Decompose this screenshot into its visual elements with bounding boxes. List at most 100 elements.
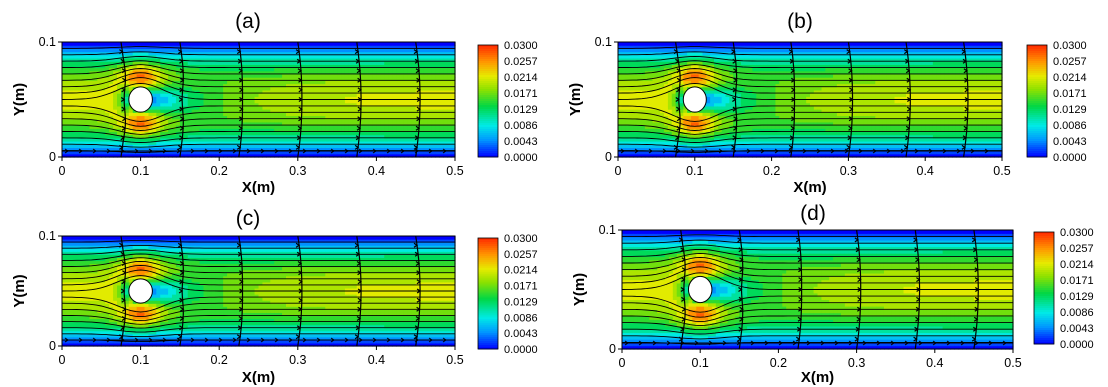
profile-arrow: [732, 106, 737, 112]
profile-arrow: [915, 316, 920, 322]
wall-arrow: [722, 340, 727, 346]
x-axis-label: X(m): [242, 369, 275, 386]
colorbar-tick-label: 0.0086: [504, 120, 538, 132]
profile-arrow: [357, 77, 362, 83]
colorbar-tick-label: 0.0129: [504, 296, 538, 308]
profile-arrow: [298, 279, 303, 285]
y-tick-label: 0: [609, 342, 616, 356]
profile-arrow: [119, 242, 124, 248]
streamline: [62, 239, 455, 243]
profile-arrow: [673, 144, 679, 150]
profile-arrow: [973, 316, 979, 322]
colorbar-tick-label: 0.0171: [504, 281, 538, 293]
profile-arrow: [856, 267, 862, 273]
streamline: [622, 248, 1013, 257]
profile-arrow: [796, 326, 802, 332]
colorbar-tick-label: 0.0300: [504, 40, 538, 52]
panel-title: (d): [800, 202, 826, 225]
profile-arrow: [961, 49, 966, 55]
colorbar-tick-label: 0.0086: [1053, 120, 1087, 132]
x-tick-label: 0.4: [368, 164, 385, 178]
profile-arrow: [855, 247, 861, 253]
streamline: [617, 82, 1002, 100]
plot-frame: [617, 41, 1003, 158]
profile-arrow: [355, 135, 361, 141]
y-tick-label: 0: [49, 150, 56, 164]
profile-arrow: [788, 49, 794, 55]
wall-arrow: [746, 148, 751, 154]
wall-arrow: [662, 148, 667, 154]
colorbar-tick-label: 0.0214: [1060, 259, 1094, 271]
wall-arrow: [246, 337, 251, 343]
wall-arrow: [78, 148, 83, 154]
streamline: [62, 60, 455, 69]
wall-arrow: [288, 337, 293, 343]
streamline: [622, 261, 1013, 277]
streamline: [622, 302, 1013, 318]
profile-arrow: [856, 316, 861, 322]
velocity-profiles: [119, 41, 422, 158]
x-tick-label: 0.3: [848, 356, 865, 370]
wall-arrow: [106, 337, 111, 343]
wall-arrow: [176, 148, 181, 154]
wall-arrow: [302, 148, 307, 154]
profile-arrow: [121, 279, 126, 285]
profile-arrow: [963, 68, 968, 74]
wall-arrow: [806, 340, 811, 346]
profile-arrow: [121, 297, 126, 303]
colorbar-tick-label: 0.0300: [1060, 227, 1094, 239]
obstacle-ellipse: [128, 278, 153, 304]
profile-arrow: [848, 125, 853, 131]
profile-arrow: [120, 251, 125, 257]
profile-arrow: [238, 116, 244, 122]
x-tick-label: 0.1: [692, 356, 709, 370]
wall-arrow: [302, 337, 307, 343]
wall-arrow: [64, 148, 69, 154]
profile-arrow: [739, 257, 744, 263]
profile-arrow: [178, 97, 184, 102]
wall-arrow: [638, 340, 643, 346]
wall-arrow: [148, 148, 153, 154]
wall-arrow: [732, 148, 737, 154]
profile-arrow: [237, 325, 243, 331]
profile-arrow: [177, 242, 183, 248]
streamline: [62, 64, 455, 75]
streamline: [62, 46, 455, 49]
profile-arrow: [731, 49, 736, 55]
profile-arrow: [356, 125, 362, 131]
wall-arrow: [914, 148, 919, 154]
x-axis-label: X(m): [793, 179, 826, 196]
profile-arrow: [356, 261, 362, 266]
profile-arrow: [676, 106, 681, 112]
profile-arrow: [906, 87, 912, 93]
colorbar-tick-label: 0.0257: [1060, 243, 1094, 255]
wall-arrow: [358, 148, 363, 154]
profile-arrow: [354, 144, 360, 150]
profile-arrow: [357, 279, 362, 285]
profile-arrow: [849, 97, 854, 102]
wall-arrow: [288, 148, 293, 154]
profile-arrow: [733, 125, 738, 131]
wall-arrow: [274, 148, 279, 154]
wall-arrow: [960, 340, 965, 346]
profile-arrow: [179, 306, 185, 312]
profile-arrow: [971, 336, 977, 342]
bottom-wall: [618, 148, 1002, 154]
wall-arrow: [718, 148, 723, 154]
profile-arrow: [298, 270, 303, 276]
wall-arrow: [400, 337, 405, 343]
profile-arrow: [798, 287, 803, 292]
panel-b: (b)0 0.1 0.2 0.3 0.4 0.500.1X(m)Y(m)0.03000.0…: [567, 10, 1087, 196]
profile-arrow: [974, 296, 980, 302]
profile-arrow: [179, 58, 184, 64]
wall-arrow: [442, 337, 447, 343]
wall-arrow: [760, 148, 765, 154]
profile-arrow: [681, 296, 686, 302]
profile-arrow: [737, 237, 742, 243]
colorbar: 0.0300 0.0257 0.0214 0.0171 0.0129 0.0086 0.00…: [1033, 227, 1094, 351]
streamline: [61, 296, 455, 313]
profile-arrow: [413, 242, 419, 248]
wall-arrow: [218, 148, 223, 154]
profile-arrow: [297, 68, 303, 74]
